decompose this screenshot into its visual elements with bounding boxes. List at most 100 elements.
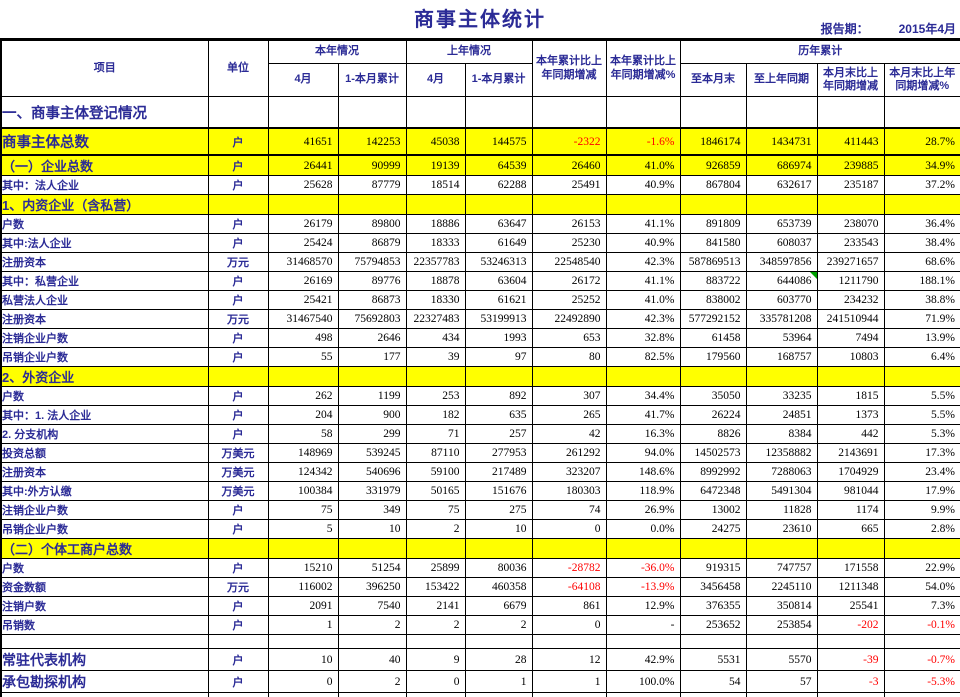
value-cell[interactable]: 35050 — [679, 386, 747, 406]
value-cell[interactable]: 37.2% — [883, 175, 960, 195]
value-cell[interactable]: 277953 — [464, 443, 533, 463]
value-cell[interactable]: 26.9% — [605, 500, 681, 520]
value-cell[interactable]: 2 — [337, 615, 407, 635]
value-cell[interactable]: 54.0% — [883, 577, 960, 597]
unit-cell[interactable] — [207, 194, 269, 215]
value-cell[interactable]: 217489 — [464, 462, 533, 482]
value-cell[interactable]: 39 — [405, 347, 466, 367]
value-cell[interactable]: -9.1% — [883, 692, 960, 697]
value-cell[interactable]: 3456458 — [679, 577, 747, 597]
value-cell[interactable] — [883, 366, 960, 387]
unit-cell[interactable]: 户 — [207, 127, 269, 156]
row-label-cell[interactable]: 资金数额 — [0, 577, 209, 597]
value-cell[interactable]: 55 — [267, 347, 339, 367]
value-cell[interactable]: 5.5% — [883, 405, 960, 425]
value-cell[interactable]: 1434731 — [745, 127, 818, 156]
value-cell[interactable]: 900 — [337, 405, 407, 425]
value-cell[interactable]: 8384 — [745, 424, 818, 444]
value-cell[interactable]: 2646 — [337, 328, 407, 348]
value-cell[interactable]: 6679 — [464, 596, 533, 616]
value-cell[interactable]: -13.9% — [605, 577, 681, 597]
unit-cell[interactable]: 万元 — [207, 309, 269, 329]
value-cell[interactable] — [337, 634, 407, 649]
value-cell[interactable]: 61621 — [464, 290, 533, 310]
value-cell[interactable]: 41.0% — [605, 290, 681, 310]
row-label-cell[interactable]: 2. 分支机构 — [0, 424, 209, 444]
row-label-cell[interactable]: 其中：私营企业 — [0, 271, 209, 291]
value-cell[interactable] — [405, 538, 466, 559]
value-cell[interactable]: 376355 — [679, 596, 747, 616]
value-cell[interactable]: 25899 — [405, 558, 466, 578]
value-cell[interactable] — [605, 366, 681, 387]
value-cell[interactable]: 1373 — [816, 405, 885, 425]
value-cell[interactable]: 11828 — [745, 500, 818, 520]
value-cell[interactable]: 63604 — [464, 271, 533, 291]
value-cell[interactable]: 1704929 — [816, 462, 885, 482]
value-cell[interactable]: 665 — [816, 519, 885, 539]
value-cell[interactable]: 1 — [267, 615, 339, 635]
value-cell[interactable]: 25424 — [267, 233, 339, 253]
value-cell[interactable]: 22.9% — [883, 558, 960, 578]
unit-cell[interactable]: 户 — [207, 596, 269, 616]
unit-cell[interactable] — [207, 634, 269, 649]
row-label-cell[interactable]: （二）个体工商户总数 — [0, 538, 209, 559]
value-cell[interactable]: 80036 — [464, 558, 533, 578]
value-cell[interactable] — [405, 194, 466, 215]
value-cell[interactable]: 31468570 — [267, 252, 339, 272]
value-cell[interactable]: 90999 — [337, 154, 407, 176]
row-label-cell[interactable]: 一、商事主体登记情况 — [0, 96, 209, 129]
value-cell[interactable]: -5.3% — [883, 670, 960, 693]
row-label-cell[interactable]: 其中：1. 法人企业 — [0, 405, 209, 425]
unit-cell[interactable]: 户 — [207, 500, 269, 520]
value-cell[interactable]: 0 — [405, 692, 466, 697]
value-cell[interactable]: 71.9% — [883, 309, 960, 329]
unit-cell[interactable]: 户 — [207, 615, 269, 635]
value-cell[interactable]: 38.4% — [883, 233, 960, 253]
value-cell[interactable]: 10 — [267, 648, 339, 671]
value-cell[interactable]: 12 — [531, 648, 607, 671]
value-cell[interactable]: 883722 — [679, 271, 747, 291]
value-cell[interactable]: 86873 — [337, 290, 407, 310]
value-cell[interactable] — [337, 366, 407, 387]
value-cell[interactable]: 1199 — [337, 386, 407, 406]
row-label-cell[interactable]: 1、内资企业（含私营） — [0, 194, 209, 215]
value-cell[interactable]: 350814 — [745, 596, 818, 616]
value-cell[interactable]: -202 — [816, 615, 885, 635]
value-cell[interactable]: 13.9% — [883, 328, 960, 348]
value-cell[interactable]: 18886 — [405, 214, 466, 234]
value-cell[interactable]: 18330 — [405, 290, 466, 310]
value-cell[interactable] — [337, 194, 407, 215]
value-cell[interactable]: 17.3% — [883, 443, 960, 463]
value-cell[interactable]: 25252 — [531, 290, 607, 310]
value-cell[interactable]: 22357783 — [405, 252, 466, 272]
value-cell[interactable]: 919315 — [679, 558, 747, 578]
value-cell[interactable]: -1.6% — [605, 127, 681, 156]
value-cell[interactable]: 841580 — [679, 233, 747, 253]
value-cell[interactable] — [883, 538, 960, 559]
value-cell[interactable]: 7.3% — [883, 596, 960, 616]
value-cell[interactable]: -2322 — [531, 127, 607, 156]
value-cell[interactable]: 331979 — [337, 481, 407, 501]
value-cell[interactable]: 299 — [337, 424, 407, 444]
value-cell[interactable]: 0.0% — [605, 519, 681, 539]
value-cell[interactable]: 5491304 — [745, 481, 818, 501]
value-cell[interactable]: 59100 — [405, 462, 466, 482]
value-cell[interactable]: 26224 — [679, 405, 747, 425]
value-cell[interactable] — [745, 96, 818, 129]
unit-cell[interactable]: 户 — [207, 558, 269, 578]
value-cell[interactable] — [605, 194, 681, 215]
value-cell[interactable]: 28.7% — [883, 127, 960, 156]
value-cell[interactable]: 24275 — [679, 519, 747, 539]
value-cell[interactable]: 204 — [267, 405, 339, 425]
value-cell[interactable]: 15210 — [267, 558, 339, 578]
row-label-cell[interactable]: 商事主体总数 — [0, 127, 209, 156]
row-label-cell[interactable]: 2、外资企业 — [0, 366, 209, 387]
value-cell[interactable]: 168757 — [745, 347, 818, 367]
value-cell[interactable]: 82.5% — [605, 347, 681, 367]
value-cell[interactable] — [267, 634, 339, 649]
value-cell[interactable]: 87110 — [405, 443, 466, 463]
value-cell[interactable]: 867804 — [679, 175, 747, 195]
value-cell[interactable]: 2141 — [405, 596, 466, 616]
value-cell[interactable]: 80 — [531, 347, 607, 367]
unit-cell[interactable]: 户 — [207, 214, 269, 234]
